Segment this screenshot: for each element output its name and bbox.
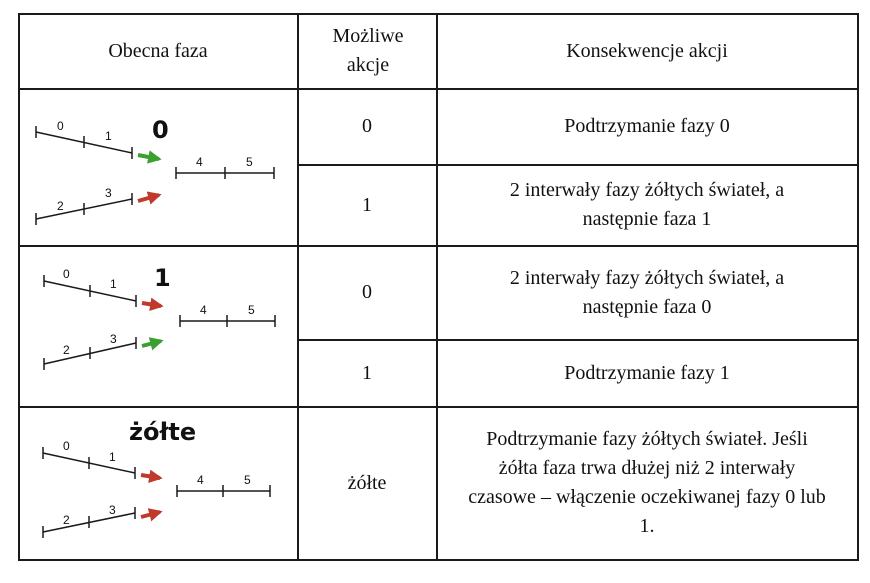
segment-label: 3 bbox=[110, 332, 117, 346]
red-arrow-icon bbox=[140, 508, 163, 522]
table-subrow-divider bbox=[297, 164, 858, 166]
table-border-left bbox=[18, 13, 20, 560]
segment-label: 2 bbox=[63, 513, 70, 527]
segment-label: 0 bbox=[63, 267, 70, 281]
green-arrow-icon bbox=[137, 150, 162, 164]
phase-title: żółte bbox=[129, 418, 196, 446]
table-border-top bbox=[18, 13, 858, 15]
consequence-cell: 2 interwały fazy żółtych świateł, a nast… bbox=[509, 179, 785, 230]
table-border-right bbox=[857, 13, 859, 560]
phase-title: 1 bbox=[154, 264, 171, 292]
segment-label: 1 bbox=[110, 277, 117, 291]
consequence-cell: 2 interwały fazy żółtych świateł, a nast… bbox=[509, 266, 785, 318]
segment-label: 2 bbox=[57, 199, 64, 213]
header-actions: Możliwe akcje bbox=[332, 25, 404, 76]
segment-label: 5 bbox=[248, 303, 255, 317]
consequence-cell: Podtrzymanie fazy 1 bbox=[564, 361, 730, 384]
action-cell: 0 bbox=[362, 281, 372, 303]
segment-label: 4 bbox=[200, 303, 207, 317]
table-row-divider bbox=[18, 245, 858, 247]
header-phase: Obecna faza bbox=[108, 39, 208, 62]
table-row-divider bbox=[18, 88, 858, 90]
red-arrow-icon bbox=[141, 297, 164, 312]
segment-label: 1 bbox=[109, 450, 116, 464]
segment-label: 3 bbox=[109, 503, 116, 517]
segment-label: 3 bbox=[105, 186, 112, 200]
consequence-cell: Podtrzymanie fazy 0 bbox=[564, 115, 730, 137]
segment-label: 5 bbox=[244, 473, 251, 487]
table-border-bottom bbox=[18, 559, 859, 561]
action-cell: 0 bbox=[362, 115, 372, 137]
table-row-divider bbox=[18, 406, 858, 408]
segment-label: 4 bbox=[197, 473, 204, 487]
segment-label: 4 bbox=[196, 155, 203, 169]
segment-label: 0 bbox=[57, 119, 64, 133]
green-arrow-icon bbox=[141, 337, 164, 351]
table-subrow-divider bbox=[297, 339, 858, 341]
intersection-diagram-phase-1: 1 0 1 2 3 4 5 bbox=[43, 264, 276, 370]
segment-label: 0 bbox=[63, 439, 70, 453]
phase-title: 0 bbox=[152, 116, 169, 144]
action-cell: 1 bbox=[362, 193, 372, 216]
segment-label: 2 bbox=[63, 343, 70, 357]
header-consequences: Konsekwencje akcji bbox=[566, 39, 728, 62]
intersection-diagram-phase-0: 0 0 1 2 3 4 5 bbox=[35, 116, 275, 225]
red-arrow-icon bbox=[137, 191, 162, 205]
table-column-divider bbox=[297, 13, 299, 560]
consequence-cell: Podtrzymanie fazy żółtych świateł. Jeśli… bbox=[468, 428, 826, 537]
table-column-divider bbox=[436, 13, 438, 560]
action-cell: 1 bbox=[362, 361, 372, 384]
intersection-diagram-phase-yellow: żółte 0 1 2 3 4 5 bbox=[42, 418, 271, 538]
segment-label: 5 bbox=[246, 155, 253, 169]
red-arrow-icon bbox=[140, 469, 163, 484]
segment-label: 1 bbox=[105, 129, 112, 143]
action-cell: żółte bbox=[347, 471, 387, 494]
